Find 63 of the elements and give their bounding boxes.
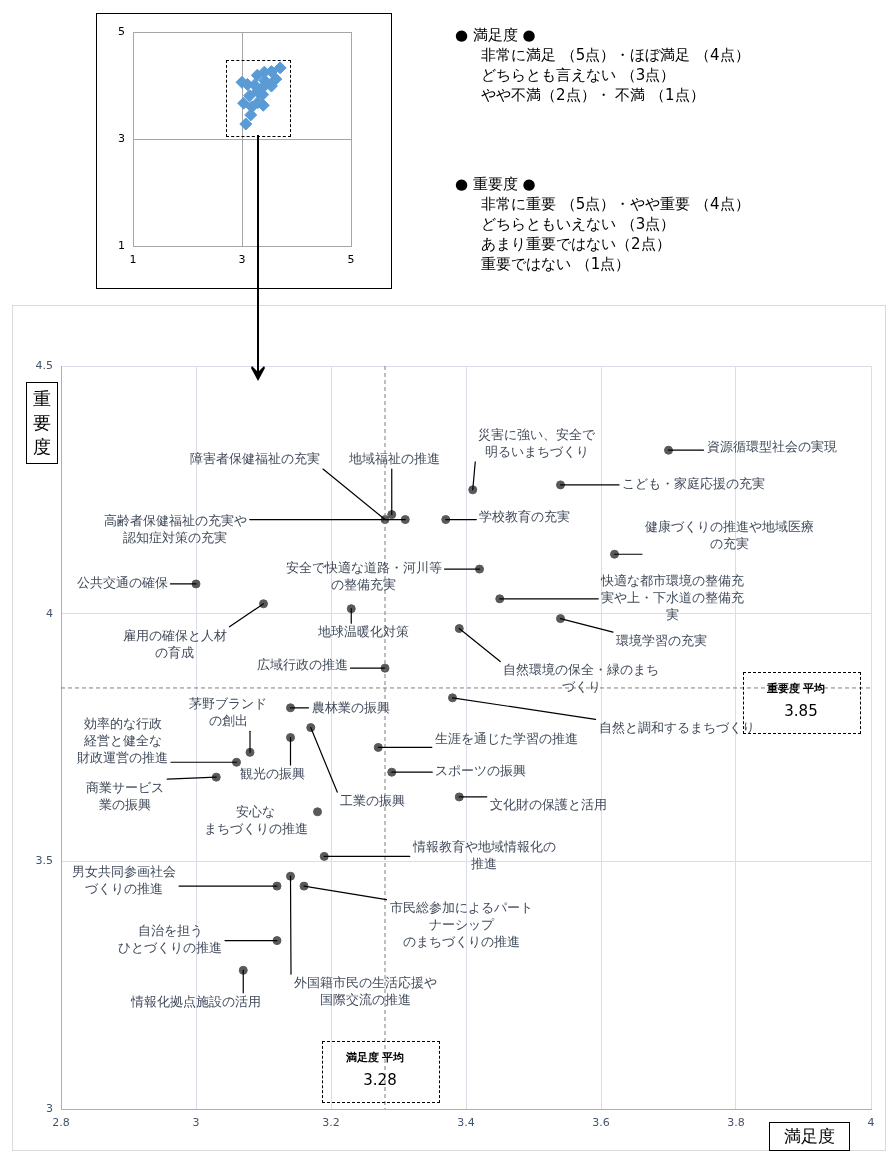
text: どちらともいえない （3点） (480, 214, 677, 234)
text: ● 重要度 ● (455, 174, 537, 194)
annotation: 茅野ブランドの創出 (189, 696, 267, 729)
annotation: 生涯を通じた学習の推進 (434, 730, 578, 746)
y-tick-label: 4 (46, 606, 53, 620)
x-tick-label: 3 (192, 1116, 200, 1130)
ref-line-label: 満足度 平均 3.28 (344, 1050, 405, 1089)
annotation: 商業サービス業の振興 (86, 780, 165, 812)
text: 非常に満足 （5点）・ほぼ満足 （4点） (480, 45, 750, 65)
y-tick-label: 3 (118, 131, 125, 145)
text: 重要ではない （1点） (480, 254, 632, 274)
text: ● 満足度 ● (455, 25, 537, 45)
annotation: 広域行政の推進 (256, 656, 348, 672)
text: 非常に重要 （5点）・やや重要 （4点） (480, 194, 750, 214)
annotation: 自治を担うひとづくりの推進 (118, 923, 222, 956)
annotation: 効率的な行政経営と健全な財政運営の推進 (77, 715, 168, 765)
annotation: 地域福祉の推進 (348, 450, 441, 466)
annotation: 観光の振興 (240, 765, 305, 781)
annotation: 障害者保健福祉の充実 (190, 450, 320, 466)
annotation: こども・家庭応援の充実 (622, 476, 765, 492)
annotation: 雇用の確保と人材の育成 (122, 627, 227, 660)
y-axis-title: 重要度 (26, 382, 58, 464)
annotation: 工業の振興 (340, 792, 406, 808)
text: やや不満（2点）・ 不満 （1点） (480, 85, 706, 105)
x-tick-label: 3.4 (457, 1116, 475, 1130)
annotation: 高齢者保健福祉の充実や認知症対策の充実 (103, 513, 247, 546)
y-tick-label: 3 (46, 1101, 53, 1115)
annotation: 市民総参加によるパートナーシップのまちづくりの推進 (389, 900, 533, 950)
annotation: 環境学習の充実 (616, 632, 707, 648)
y-tick-label: 1 (118, 238, 125, 252)
x-tick-label: 3.2 (322, 1116, 340, 1130)
annotation: 外国籍市民の生活応援や国際交流の推進 (294, 975, 437, 1008)
x-tick-label: 3.8 (727, 1116, 745, 1130)
ref-line-label: 重要度 平均 3.85 (765, 681, 826, 720)
annotation: 資源循環型社会の実現 (706, 438, 837, 454)
annotation: 文化財の保護と活用 (489, 797, 607, 813)
x-tick-label: 5 (347, 253, 355, 267)
annotation: 自然と調和するまちづくり (598, 720, 755, 736)
x-tick-label: 4 (867, 1116, 875, 1130)
annotation: 安全で快適な道路・河川等の整備充実 (285, 559, 442, 592)
annotation: 健康づくりの推進や地域医療の充実 (645, 519, 814, 552)
text: どちらとも言えない （3点） (480, 65, 677, 85)
y-tick-label: 5 (118, 24, 125, 38)
annotation: 安心なまちづくりの推進 (203, 803, 308, 836)
x-axis-title: 満足度 (769, 1122, 850, 1151)
x-tick-label: 1 (129, 253, 137, 267)
y-tick-label: 3.5 (35, 854, 53, 868)
annotation: スポーツの振興 (435, 762, 527, 778)
annotation: 情報教育や地域情報化の推進 (411, 839, 556, 872)
y-tick-label: 4.5 (35, 358, 53, 372)
annotation: 災害に強い、安全で明るいまちづくり (478, 426, 597, 459)
text: あまり重要ではない（2点） (480, 234, 672, 254)
annotation: 情報化拠点施設の活用 (130, 993, 262, 1009)
annotation: 地球温暖化対策 (316, 624, 409, 640)
x-tick-label: 3 (238, 253, 246, 267)
annotation: 快適な都市環境の整備充実や上・下水道の整備充実 (600, 573, 745, 623)
x-tick-label: 3.6 (592, 1116, 610, 1130)
annotation: 学校教育の充実 (479, 508, 571, 524)
annotation: 公共交通の確保 (76, 575, 168, 591)
x-tick-label: 2.8 (52, 1116, 70, 1130)
annotation: 男女共同参画社会づくりの推進 (72, 863, 176, 896)
annotation: 農林業の振興 (311, 700, 390, 716)
annotation: 自然環境の保全・緑のまちづくり (503, 662, 660, 695)
